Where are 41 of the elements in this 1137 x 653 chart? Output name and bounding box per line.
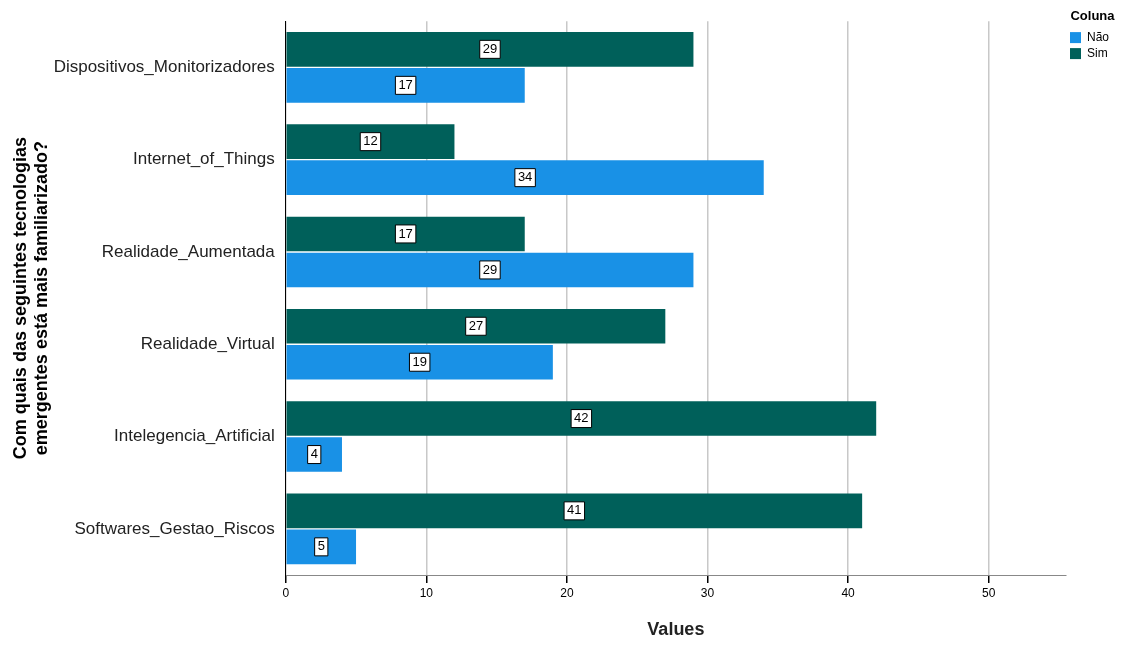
y-tick-label: Softwares_Gestao_Riscos [74,518,275,538]
y-tick-label: Realidade_Aumentada [101,241,276,261]
data-label: 17 [398,225,413,241]
data-label: 29 [482,261,498,277]
x-tick-label: 50 [981,585,996,600]
bar [286,308,666,344]
legend-label: Não [1086,29,1110,44]
data-label: 41 [567,502,582,518]
data-label: 4 [310,446,318,462]
bar [286,437,342,472]
x-tick-label: 20 [560,585,574,600]
data-label: 5 [317,538,325,554]
data-label: 29 [482,40,498,56]
x-tick-label: 0 [282,585,290,600]
data-label: 19 [412,353,427,369]
y-tick-label: Dispositivos_Monitorizadores [53,57,275,77]
bar [286,252,694,288]
x-axis-title: Values [647,619,705,640]
bar [286,493,863,529]
bar [286,401,877,436]
data-label: 34 [517,169,533,185]
x-tick-label: 30 [700,585,715,600]
legend-label: Sim [1086,45,1108,60]
bar [286,529,357,565]
bar [286,160,764,195]
y-tick-label: Intelegencia_Artificial [114,426,275,446]
bar [286,344,553,380]
legend-title: Coluna [1070,8,1116,24]
y-axis-title: Com quais das seguintes tecnologias emergentes está mais familiarizado? [9,137,52,460]
data-label: 42 [574,410,589,426]
x-tick-label: 10 [419,585,434,600]
bar [286,124,455,159]
x-tick-label: 40 [841,585,856,600]
bar [286,32,694,67]
data-label: 17 [398,76,413,92]
bar [286,216,525,252]
bar [286,68,525,103]
data-label: 12 [363,133,378,149]
data-label: 27 [468,317,484,333]
y-tick-label: Internet_of_Things [132,149,275,169]
y-tick-label: Realidade_Virtual [140,333,275,353]
